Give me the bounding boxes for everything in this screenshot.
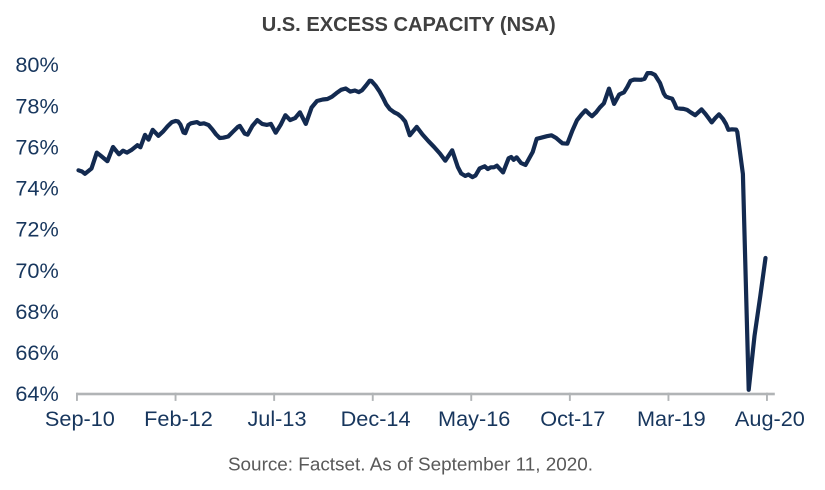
svg-text:Aug-20: Aug-20 (735, 406, 805, 431)
svg-text:Sep-10: Sep-10 (45, 406, 115, 431)
svg-text:78%: 78% (15, 93, 58, 118)
svg-text:May-16: May-16 (438, 406, 510, 431)
svg-text:64%: 64% (15, 381, 58, 406)
svg-text:Oct-17: Oct-17 (540, 406, 605, 431)
svg-text:76%: 76% (15, 135, 58, 160)
svg-text:74%: 74% (15, 176, 58, 201)
svg-text:Dec-14: Dec-14 (341, 406, 411, 431)
svg-text:72%: 72% (15, 217, 58, 242)
svg-text:80%: 80% (15, 52, 58, 77)
svg-text:Jul-13: Jul-13 (247, 406, 306, 431)
svg-text:Feb-12: Feb-12 (144, 406, 213, 431)
svg-text:68%: 68% (15, 299, 58, 324)
svg-text:Mar-19: Mar-19 (637, 406, 706, 431)
svg-text:Source: Factset. As of Septemb: Source: Factset. As of September 11, 202… (228, 454, 593, 475)
svg-text:66%: 66% (15, 340, 58, 365)
svg-text:U.S. EXCESS CAPACITY (NSA): U.S. EXCESS CAPACITY (NSA) (262, 14, 556, 36)
svg-text:70%: 70% (15, 258, 58, 283)
